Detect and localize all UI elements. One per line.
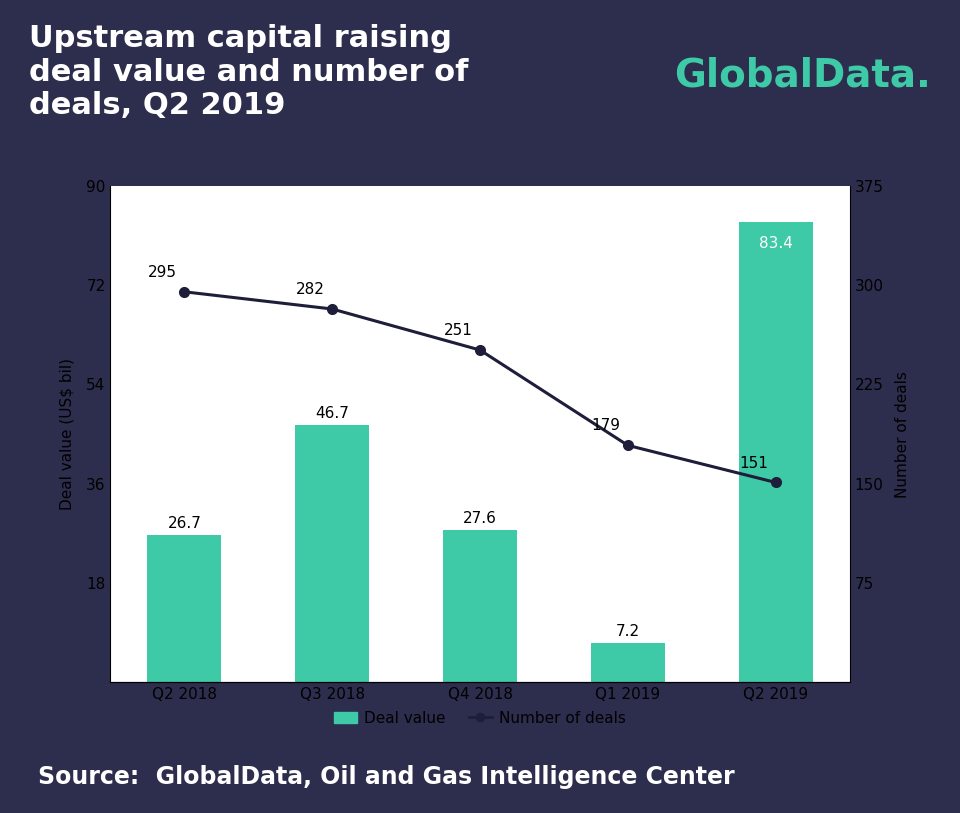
Text: 83.4: 83.4: [758, 236, 793, 251]
Text: 179: 179: [591, 419, 620, 433]
Bar: [147, 535, 221, 682]
Text: 282: 282: [296, 282, 324, 297]
Text: 251: 251: [444, 323, 472, 338]
Bar: [444, 530, 516, 682]
Y-axis label: Number of deals: Number of deals: [895, 371, 909, 498]
Text: 26.7: 26.7: [167, 516, 202, 531]
Bar: [739, 222, 812, 682]
Text: 151: 151: [739, 455, 768, 471]
Text: 295: 295: [148, 265, 177, 280]
Text: 27.6: 27.6: [463, 511, 497, 526]
Legend: Deal value, Number of deals: Deal value, Number of deals: [327, 705, 633, 732]
Text: Upstream capital raising
deal value and number of
deals, Q2 2019: Upstream capital raising deal value and …: [29, 24, 468, 120]
Text: GlobalData.: GlobalData.: [674, 56, 931, 94]
Text: 7.2: 7.2: [615, 624, 640, 639]
Y-axis label: Deal value (US$ bil): Deal value (US$ bil): [60, 358, 75, 510]
Text: Source:  GlobalData, Oil and Gas Intelligence Center: Source: GlobalData, Oil and Gas Intellig…: [38, 765, 735, 789]
Bar: [296, 424, 369, 682]
Bar: [590, 642, 664, 682]
Text: 46.7: 46.7: [315, 406, 349, 421]
